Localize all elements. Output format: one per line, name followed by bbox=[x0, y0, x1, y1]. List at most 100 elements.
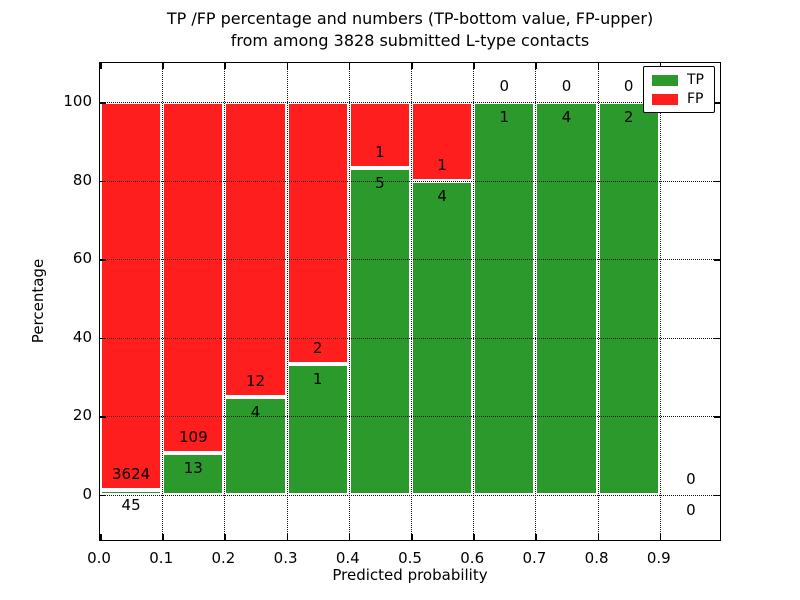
x-tick-mark bbox=[597, 534, 600, 540]
fp-count-label-0: 3624 bbox=[112, 465, 151, 484]
x-axis-label: Predicted probability bbox=[332, 566, 488, 584]
x-tick-mark bbox=[348, 534, 351, 540]
bar-tp-8 bbox=[597, 102, 660, 495]
tp-count-label-7: 4 bbox=[561, 108, 572, 127]
x-tick-mark bbox=[224, 534, 226, 540]
bar-tp-7 bbox=[535, 102, 598, 495]
legend: TP FP bbox=[643, 66, 715, 113]
gridline-v bbox=[659, 63, 661, 540]
gridline-v bbox=[286, 63, 288, 540]
tp-count-label-1: 13 bbox=[183, 459, 203, 478]
fp-count-label-6: 0 bbox=[499, 77, 510, 96]
fp-count-label-7: 0 bbox=[561, 77, 572, 96]
x-tick-label: 0.8 bbox=[584, 549, 609, 567]
x-tick-mark bbox=[659, 534, 662, 540]
x-tick-mark bbox=[162, 63, 164, 69]
x-tick-mark bbox=[224, 63, 226, 69]
bar-fp-3 bbox=[286, 102, 349, 364]
y-tick-mark bbox=[100, 337, 106, 340]
y-tick-mark bbox=[714, 494, 720, 497]
x-tick-label: 0.0 bbox=[87, 549, 111, 567]
fp-color-swatch bbox=[652, 93, 678, 105]
chart-title-line2: from among 3828 submitted L-type contact… bbox=[230, 31, 590, 50]
x-tick-mark bbox=[162, 534, 164, 540]
gridline-h bbox=[100, 259, 720, 261]
legend-entry-tp: TP bbox=[652, 73, 704, 87]
x-tick-mark bbox=[535, 534, 537, 540]
y-tick-mark bbox=[100, 180, 106, 183]
bar-fp-1 bbox=[162, 102, 225, 454]
y-tick-mark bbox=[714, 259, 720, 261]
tp-count-label-4: 5 bbox=[375, 173, 385, 192]
fp-count-label-5: 1 bbox=[437, 155, 447, 174]
tp-count-label-3: 1 bbox=[312, 370, 323, 388]
gridline-h bbox=[100, 416, 720, 418]
y-tick-label: 60 bbox=[72, 249, 92, 268]
tp-count-label-8: 2 bbox=[623, 108, 634, 127]
gridline-v bbox=[348, 63, 350, 540]
tp-count-label-2: 4 bbox=[250, 402, 261, 421]
legend-entry-fp: FP bbox=[652, 92, 704, 106]
y-tick-label: 100 bbox=[63, 92, 92, 111]
bar-tp-6 bbox=[473, 102, 536, 495]
y-tick-mark bbox=[100, 259, 106, 261]
x-tick-mark bbox=[286, 534, 289, 540]
gridline-h bbox=[100, 494, 720, 496]
gridline-v bbox=[473, 63, 475, 540]
tp-count-label-5: 4 bbox=[437, 186, 447, 205]
x-tick-mark bbox=[473, 63, 475, 69]
y-tick-label: 80 bbox=[72, 170, 92, 189]
x-tick-label: 0.3 bbox=[273, 549, 298, 567]
bar-tp-0 bbox=[100, 490, 163, 495]
gridline-h bbox=[100, 337, 720, 339]
gridline-v bbox=[535, 63, 537, 540]
x-tick-label: 0.6 bbox=[460, 549, 485, 567]
bar-fp-2 bbox=[224, 102, 287, 397]
legend-label-fp: FP bbox=[687, 91, 704, 107]
y-tick-label: 40 bbox=[72, 327, 92, 346]
x-tick-label: 0.2 bbox=[211, 549, 236, 567]
fp-count-label-4: 1 bbox=[375, 142, 385, 161]
x-tick-mark bbox=[597, 63, 600, 69]
fp-count-label-8: 0 bbox=[623, 77, 634, 96]
bar-tp-3 bbox=[286, 364, 349, 495]
x-tick-mark bbox=[286, 63, 289, 69]
tp-count-label-9: 0 bbox=[686, 500, 696, 519]
legend-label-tp: TP bbox=[687, 72, 704, 88]
gridline-v bbox=[162, 63, 164, 540]
gridline-h bbox=[100, 102, 720, 104]
x-tick-mark bbox=[100, 534, 102, 540]
y-tick-mark bbox=[100, 102, 106, 104]
x-tick-label: 0.4 bbox=[335, 549, 360, 567]
tp-color-swatch bbox=[652, 74, 678, 86]
gridline-v bbox=[224, 63, 226, 540]
y-tick-mark bbox=[100, 416, 106, 418]
y-tick-label: 20 bbox=[72, 406, 92, 425]
chart-title-line1: TP /FP percentage and numbers (TP-bottom… bbox=[166, 9, 654, 28]
y-tick-label: 0 bbox=[82, 484, 92, 503]
x-tick-label: 0.5 bbox=[398, 549, 422, 567]
gridline-v bbox=[411, 63, 412, 540]
x-tick-mark bbox=[348, 63, 351, 69]
tp-count-label-6: 1 bbox=[499, 108, 510, 127]
x-tick-mark bbox=[411, 63, 413, 69]
bar-tp-1 bbox=[162, 453, 225, 495]
tp-count-label-0: 45 bbox=[121, 496, 141, 515]
y-tick-mark bbox=[100, 494, 106, 497]
fp-count-label-2: 12 bbox=[245, 371, 266, 390]
gridline-v bbox=[597, 63, 599, 540]
x-tick-mark bbox=[535, 63, 537, 69]
x-tick-label: 0.1 bbox=[149, 549, 174, 567]
x-tick-label: 0.7 bbox=[522, 549, 547, 567]
bar-tp-2 bbox=[224, 396, 287, 495]
x-tick-mark bbox=[411, 534, 413, 540]
gridline-h bbox=[100, 180, 720, 182]
y-tick-mark bbox=[714, 337, 720, 340]
bar-tp-4 bbox=[348, 167, 411, 495]
fp-count-label-1: 109 bbox=[178, 428, 208, 447]
x-tick-label: 0.9 bbox=[646, 549, 671, 567]
x-tick-mark bbox=[100, 63, 102, 69]
x-tick-mark bbox=[473, 534, 475, 540]
bar-fp-0 bbox=[100, 102, 163, 491]
